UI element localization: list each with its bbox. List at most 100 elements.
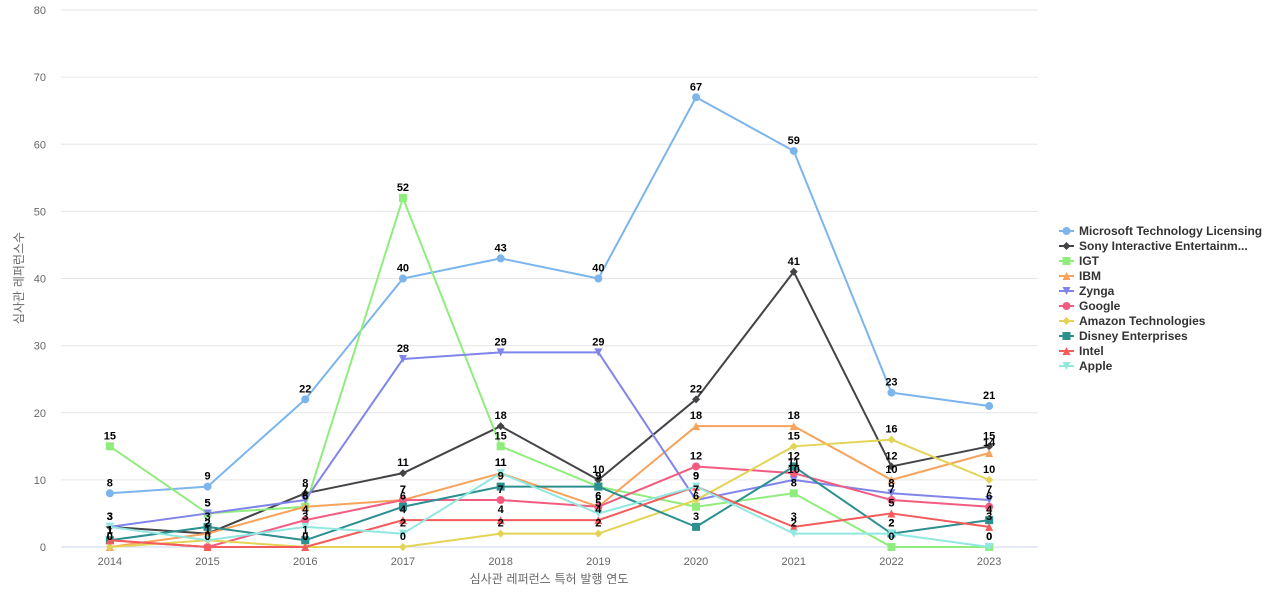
data-label: 18 <box>495 410 507 422</box>
legend-item[interactable]: IBM <box>1059 269 1101 283</box>
data-label: 6 <box>400 491 406 503</box>
data-label: 9 <box>204 471 210 483</box>
data-point <box>496 496 505 505</box>
data-label: 11 <box>495 457 507 469</box>
data-point <box>594 529 603 538</box>
series-2 <box>105 193 994 551</box>
legend-label: Apple <box>1079 359 1113 373</box>
data-point <box>985 516 994 525</box>
data-label: 10 <box>788 464 800 476</box>
data-label: 2 <box>791 518 797 530</box>
data-label: 11 <box>788 457 800 469</box>
legend-item[interactable]: Zynga <box>1059 284 1115 298</box>
data-label: 6 <box>302 491 308 503</box>
data-point <box>692 502 701 511</box>
series-line <box>109 96 990 495</box>
data-point <box>398 543 407 551</box>
x-tick-label: 2016 <box>293 556 317 568</box>
y-tick-label: 10 <box>34 475 46 487</box>
legend-item[interactable]: Apple <box>1059 359 1113 373</box>
legend-label: IGT <box>1079 254 1100 268</box>
data-point <box>887 496 896 505</box>
data-label: 29 <box>592 336 604 348</box>
grid-lines <box>61 9 1038 548</box>
series-line <box>109 472 990 548</box>
data-label: 8 <box>107 477 113 489</box>
data-point <box>203 529 212 538</box>
legend-item[interactable]: Disney Enterprises <box>1059 329 1188 343</box>
data-point <box>594 502 603 511</box>
data-label: 21 <box>983 390 995 402</box>
legend-marker <box>1062 287 1071 295</box>
x-tick-label: 2017 <box>391 556 415 568</box>
data-label: 3 <box>107 511 113 523</box>
x-tick-label: 2019 <box>586 556 610 568</box>
data-point <box>398 502 407 511</box>
data-point <box>203 509 212 518</box>
data-label: 3 <box>791 511 797 523</box>
data-point <box>105 489 114 498</box>
data-label: 10 <box>592 464 604 476</box>
data-point <box>301 395 310 404</box>
data-label: 41 <box>788 256 800 268</box>
legend-item[interactable]: Google <box>1059 299 1121 313</box>
data-point <box>594 482 603 491</box>
data-point <box>692 482 701 491</box>
x-tick-label: 2020 <box>684 556 708 568</box>
series-line <box>109 438 990 548</box>
data-label: 3 <box>986 511 992 523</box>
data-point <box>789 146 798 155</box>
y-tick-label: 60 <box>34 139 46 151</box>
legend-label: Amazon Technologies <box>1079 314 1206 328</box>
data-point <box>496 254 505 263</box>
data-point <box>887 462 896 471</box>
data-point <box>301 502 310 511</box>
data-point <box>398 274 407 283</box>
data-point <box>887 435 896 444</box>
data-label: 11 <box>495 457 507 469</box>
data-point <box>398 496 407 505</box>
y-tick-label: 30 <box>34 341 46 353</box>
data-label: 9 <box>693 471 699 483</box>
series-line <box>109 270 990 535</box>
x-tick-label: 2018 <box>488 556 512 568</box>
legend-label: Disney Enterprises <box>1079 329 1188 343</box>
data-point <box>789 442 798 451</box>
legend-item[interactable]: Microsoft Technology Licensing <box>1059 224 1262 238</box>
data-label: 0 <box>302 531 308 543</box>
legend-item[interactable]: Amazon Technologies <box>1059 314 1206 328</box>
data-label: 12 <box>690 450 702 462</box>
data-label: 1 <box>302 524 308 536</box>
x-tick-label: 2015 <box>195 556 219 568</box>
data-label: 40 <box>592 263 604 275</box>
data-label: 5 <box>204 497 210 509</box>
data-point <box>398 355 407 364</box>
legend-item[interactable]: Intel <box>1059 344 1104 358</box>
data-point <box>594 475 603 484</box>
data-point <box>496 469 505 478</box>
data-label: 7 <box>400 484 406 496</box>
data-label: 15 <box>104 430 116 442</box>
data-label: 3 <box>107 511 113 523</box>
data-point <box>203 522 212 531</box>
x-tick-label: 2023 <box>977 556 1001 568</box>
data-label: 7 <box>302 484 308 496</box>
data-point <box>887 388 896 397</box>
data-label: 28 <box>397 343 409 355</box>
data-label: 0 <box>204 531 210 543</box>
data-point <box>301 543 310 551</box>
data-label: 1 <box>107 524 113 536</box>
legend-label: IBM <box>1079 269 1101 283</box>
series-line <box>109 351 990 528</box>
data-label: 2 <box>595 518 601 530</box>
data-label: 6 <box>595 491 601 503</box>
legend-label: Zynga <box>1079 284 1115 298</box>
data-point <box>203 482 212 491</box>
series-1 <box>105 267 994 538</box>
series-line <box>109 196 990 548</box>
data-point <box>985 402 994 411</box>
legend-item[interactable]: IGT <box>1059 254 1100 268</box>
data-point <box>789 475 798 484</box>
legend-item[interactable]: Sony Interactive Entertainm... <box>1059 239 1248 253</box>
legend-marker <box>1062 227 1071 235</box>
